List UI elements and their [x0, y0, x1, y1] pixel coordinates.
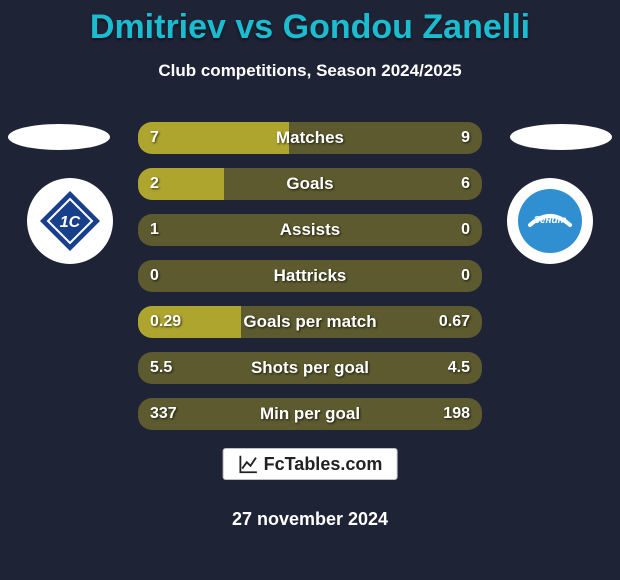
bar-value-right: 0: [461, 214, 470, 246]
brand-label: FcTables.com: [264, 454, 383, 475]
stats-bars: Matches79Goals26Assists10Hattricks00Goal…: [138, 122, 482, 444]
diamond-crest-icon: 1C: [34, 185, 106, 257]
bar-value-left: 1: [150, 214, 159, 246]
stat-row: Assists1 0: [138, 214, 482, 246]
arrow-crest-icon: Зенит: [514, 185, 586, 257]
bar-label: Matches: [138, 122, 482, 154]
stat-row: Shots per goal5.5 4.5: [138, 352, 482, 384]
svg-text:Зенит: Зенит: [533, 215, 566, 226]
bar-value-right: 0.67: [439, 306, 470, 338]
bar-label: Assists: [138, 214, 482, 246]
bar-value-right: 0: [461, 260, 470, 292]
bar-value-right: 4.5: [448, 352, 470, 384]
bar-value-left: 337: [150, 398, 177, 430]
bar-value-left: 5.5: [150, 352, 172, 384]
chart-icon: [238, 453, 260, 475]
bar-value-left: 0.29: [150, 306, 181, 338]
bar-label: Min per goal: [138, 398, 482, 430]
subtitle: Club competitions, Season 2024/2025: [0, 61, 620, 81]
svg-text:1C: 1C: [60, 214, 81, 231]
bar-value-right: 6: [461, 168, 470, 200]
stat-row: Goals per match0.29 0.67: [138, 306, 482, 338]
brand-badge[interactable]: FcTables.com: [223, 448, 398, 480]
right-team-badge: Зенит: [507, 178, 593, 264]
bar-label: Hattricks: [138, 260, 482, 292]
stat-row: Goals2 6: [138, 168, 482, 200]
left-ellipse: [8, 124, 110, 150]
right-ellipse: [510, 124, 612, 150]
stat-row: Matches7 9: [138, 122, 482, 154]
stat-row: Hattricks0 0: [138, 260, 482, 292]
bar-value-left: 7: [150, 122, 159, 154]
bar-value-left: 0: [150, 260, 159, 292]
bar-label: Goals: [138, 168, 482, 200]
bar-label: Goals per match: [138, 306, 482, 338]
stat-row: Min per goal337 198: [138, 398, 482, 430]
left-team-badge: 1C: [27, 178, 113, 264]
footer-date: 27 november 2024: [0, 509, 620, 530]
bar-label: Shots per goal: [138, 352, 482, 384]
bar-value-left: 2: [150, 168, 159, 200]
bar-value-right: 9: [461, 122, 470, 154]
bar-value-right: 198: [443, 398, 470, 430]
page-title: Dmitriev vs Gondou Zanelli: [0, 0, 620, 47]
